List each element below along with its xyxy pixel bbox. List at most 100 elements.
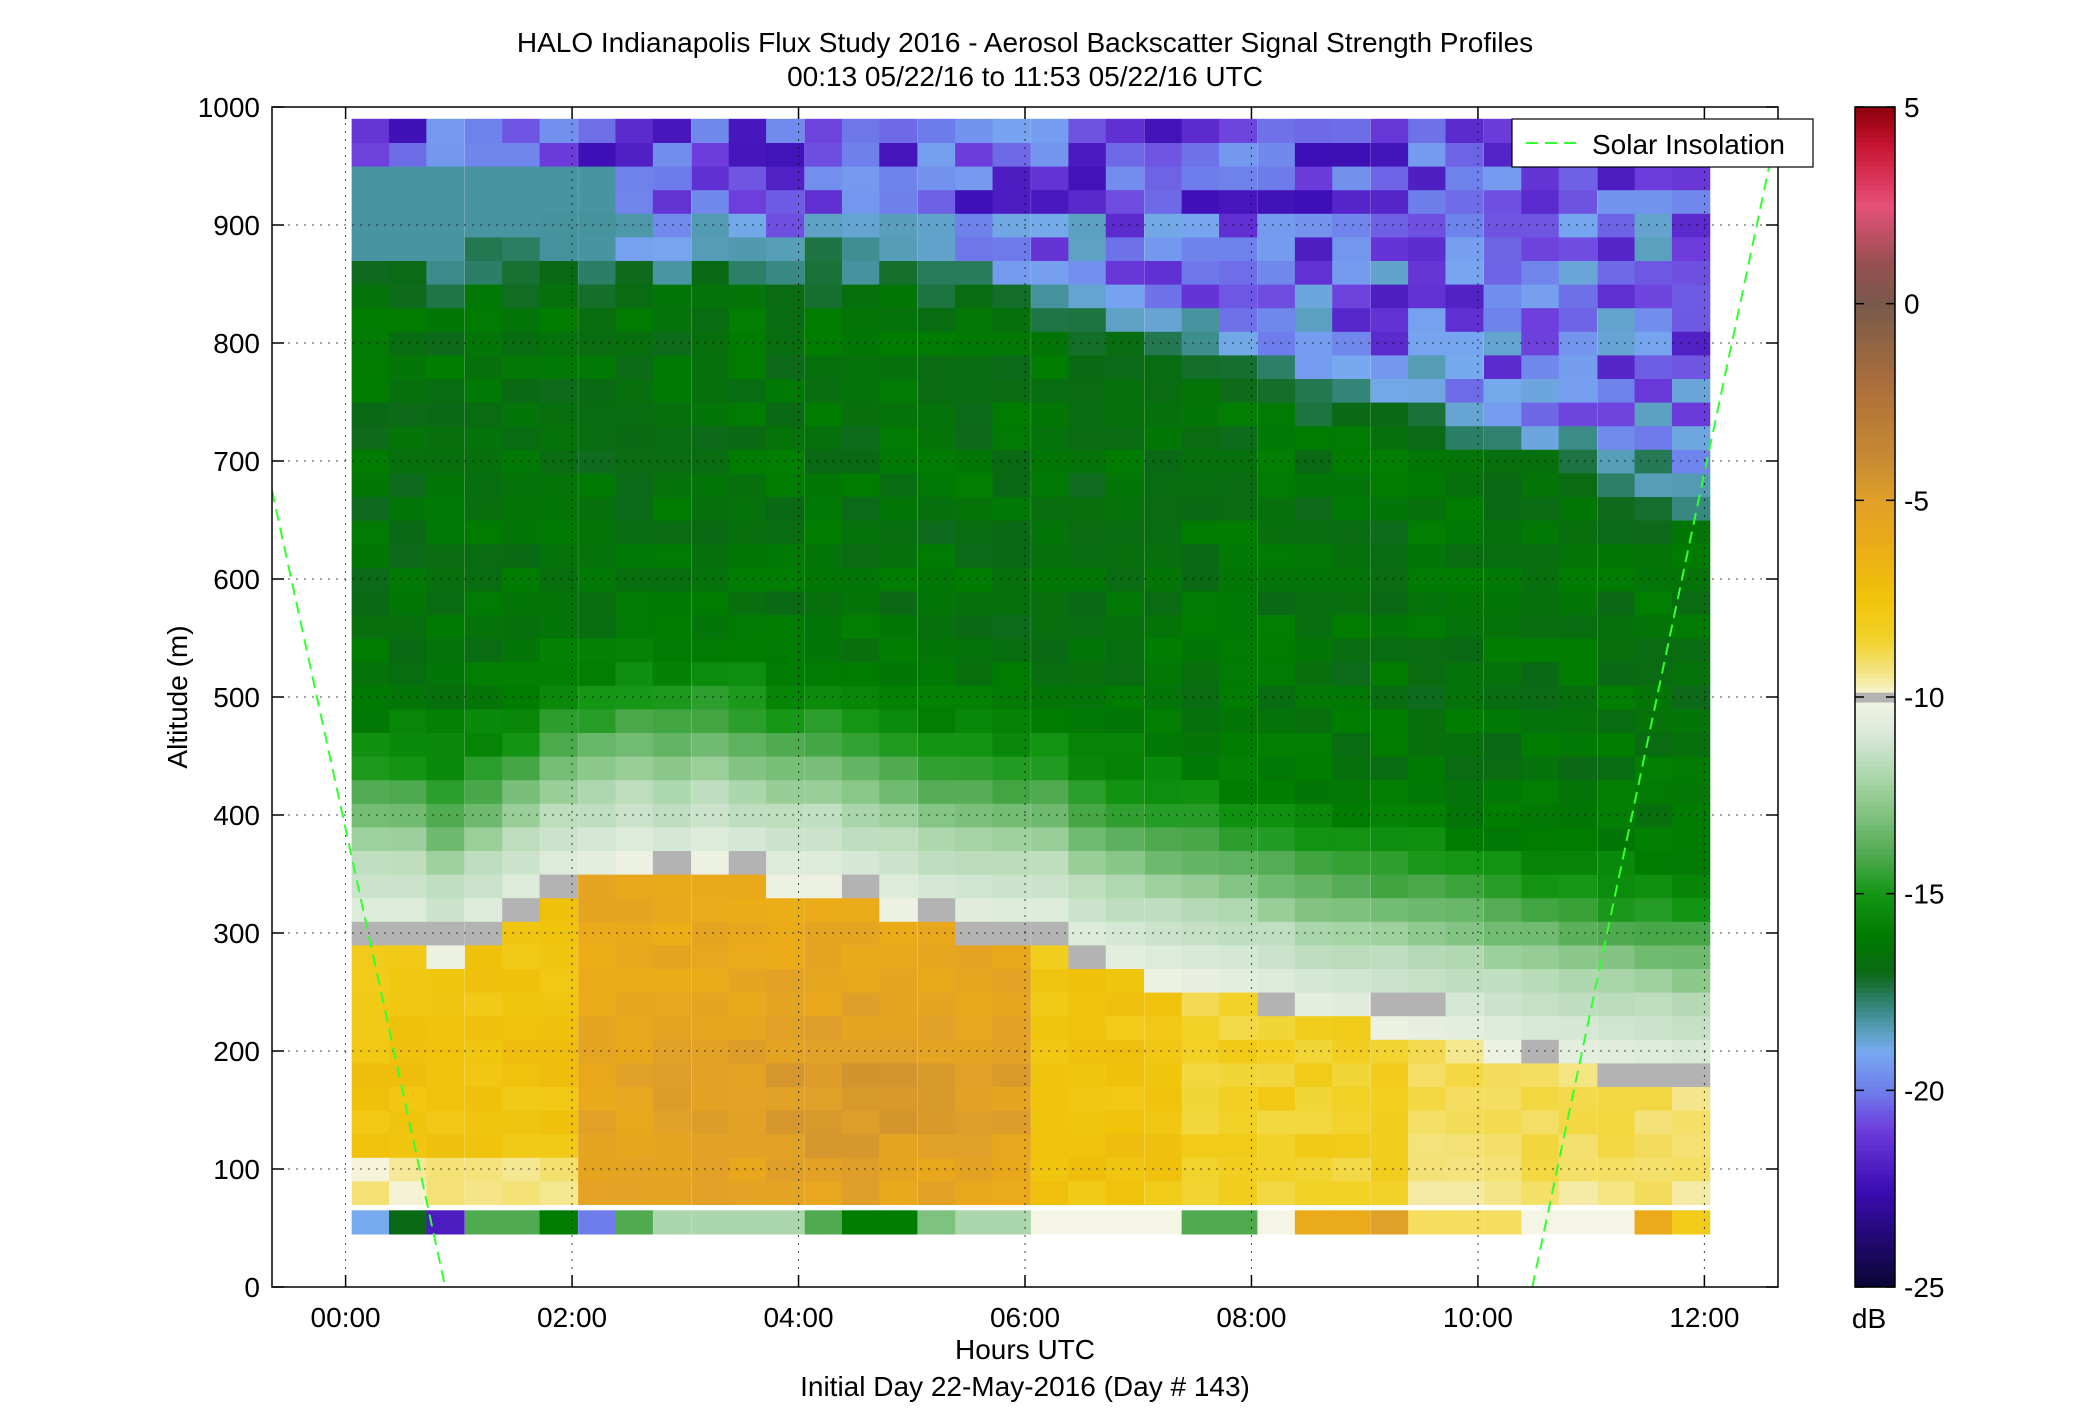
heatmap-cell (879, 402, 918, 427)
heatmap-cell (1031, 968, 1070, 993)
heatmap-cell (1294, 944, 1334, 969)
heatmap-cell (578, 826, 617, 851)
heatmap-cell (917, 1110, 957, 1135)
heatmap-cell (1445, 1133, 1484, 1158)
heatmap-cell (955, 708, 994, 733)
heatmap-cell (1634, 708, 1673, 733)
colorbar-segment (1855, 913, 1895, 919)
heatmap-cell (1408, 1133, 1447, 1158)
heatmap-cell (1031, 449, 1070, 474)
heatmap-cell (1181, 897, 1220, 922)
heatmap-cell (1181, 402, 1220, 427)
heatmap-cell (1597, 1180, 1636, 1205)
heatmap-cell (1031, 520, 1070, 545)
heatmap-cell (1031, 850, 1070, 875)
heatmap-cell (426, 732, 465, 757)
heatmap-cell (1634, 425, 1673, 450)
heatmap-cell (1068, 732, 1107, 757)
heatmap-cell (841, 1180, 881, 1205)
colorbar-segment (1855, 859, 1895, 865)
heatmap-cell (1558, 968, 1598, 993)
heatmap-cell (766, 1210, 805, 1235)
heatmap-cell (917, 1086, 957, 1111)
heatmap-cell (351, 850, 390, 875)
heatmap-cell (539, 992, 578, 1017)
heatmap-cell (1181, 850, 1220, 875)
heatmap-cell (804, 472, 843, 497)
heatmap-cell (1483, 189, 1523, 214)
heatmap-cell (879, 118, 918, 143)
heatmap-cell (1558, 614, 1598, 639)
heatmap-cell (1257, 826, 1296, 851)
heatmap-cell (389, 543, 428, 568)
heatmap-cell (1671, 944, 1711, 969)
heatmap-cells (351, 118, 1711, 1235)
heatmap-cell (1597, 638, 1636, 663)
heatmap-cell (766, 1015, 805, 1040)
heatmap-cell (841, 590, 881, 615)
heatmap-cell (615, 685, 654, 710)
colorbar-segment (1855, 1247, 1895, 1254)
heatmap-cell (539, 1086, 578, 1111)
heatmap-cell (1558, 472, 1598, 497)
heatmap-cell (1408, 472, 1447, 497)
heatmap-cell (1219, 378, 1258, 403)
heatmap-cell (539, 968, 578, 993)
heatmap-cell (539, 425, 578, 450)
heatmap-cell (539, 944, 578, 969)
heatmap-cell (1219, 826, 1258, 851)
colorbar-segment (1855, 1090, 1895, 1096)
colorbar-segment (1855, 1011, 1895, 1018)
heatmap-cell (1105, 590, 1145, 615)
heatmap-cell (1144, 661, 1183, 686)
heatmap-cell (992, 968, 1031, 993)
colorbar-segment (1855, 293, 1895, 300)
colorbar-segment (1855, 1277, 1895, 1283)
heatmap-cell (1445, 472, 1484, 497)
heatmap-cell (502, 732, 541, 757)
heatmap-cell (841, 968, 881, 993)
heatmap-cell (426, 850, 465, 875)
heatmap-cell (841, 1210, 881, 1235)
heatmap-cell (1105, 732, 1145, 757)
heatmap-cell (691, 543, 730, 568)
heatmap-cell (502, 166, 541, 191)
heatmap-cell (1181, 661, 1220, 686)
heatmap-cell (1521, 826, 1560, 851)
heatmap-cell (1257, 331, 1296, 356)
heatmap-cell (1370, 236, 1410, 261)
heatmap-cell (615, 1157, 654, 1182)
heatmap-cell (1294, 213, 1334, 238)
colorbar-segment (1855, 279, 1895, 285)
heatmap-cell (1634, 661, 1673, 686)
heatmap-cell (578, 260, 617, 285)
heatmap-cell (1068, 213, 1107, 238)
heatmap-cell (1597, 756, 1636, 781)
heatmap-cell (1031, 685, 1070, 710)
heatmap-cell (426, 1062, 465, 1087)
heatmap-cell (955, 874, 994, 899)
heatmap-cell (917, 1210, 957, 1235)
colorbar-tick-label: -15 (1904, 879, 1944, 910)
heatmap-cell (1105, 567, 1145, 592)
heatmap-cell (426, 1180, 465, 1205)
heatmap-cell (1597, 496, 1636, 521)
colorbar-segment (1855, 362, 1895, 369)
colorbar-segment (1855, 903, 1895, 910)
colorbar-segment (1855, 1149, 1895, 1155)
colorbar-segment (1855, 377, 1895, 383)
heatmap-cell (426, 166, 465, 191)
heatmap-cell (841, 354, 881, 379)
heatmap-cell (1144, 1062, 1183, 1087)
colorbar-segment (1855, 1242, 1895, 1249)
heatmap-cell (691, 1133, 730, 1158)
colorbar-segment (1855, 269, 1895, 275)
heatmap-cell (879, 472, 918, 497)
heatmap-cell (1408, 850, 1447, 875)
heatmap-cell (539, 874, 578, 899)
colorbar-segment (1855, 225, 1895, 231)
heatmap-cell (1483, 968, 1523, 993)
colorbar-segment (1855, 1051, 1895, 1057)
colorbar-segment (1855, 692, 1895, 698)
heatmap-cell (1483, 756, 1523, 781)
